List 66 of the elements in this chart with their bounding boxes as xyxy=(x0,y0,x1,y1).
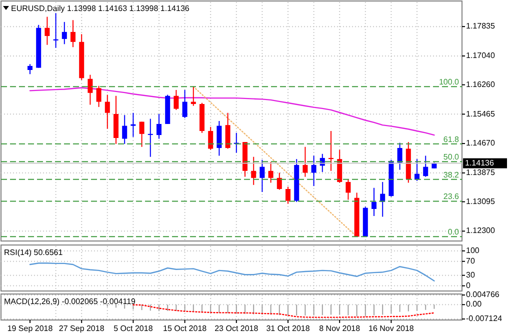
y-tick-label: 70 xyxy=(466,256,476,266)
y-tick-label: 1.15465 xyxy=(466,109,496,118)
x-tick-label: 31 Oct 2018 xyxy=(266,324,310,333)
candlestick xyxy=(62,21,67,45)
candlestick xyxy=(182,89,188,119)
text: 50.0 xyxy=(443,152,460,162)
y-tick-label: 1.14670 xyxy=(466,138,496,148)
candlestick xyxy=(251,156,256,186)
candlestick xyxy=(311,155,316,187)
line-series xyxy=(132,304,435,318)
chart-title: EURUSD,Daily 1.13998 1.14163 1.13998 1.14136 xyxy=(11,4,190,13)
candlestick xyxy=(423,155,428,178)
candlestick xyxy=(156,113,162,140)
x-tick-label: 8 Nov 2018 xyxy=(319,324,361,333)
y-tick-label: 1.16260 xyxy=(466,80,496,89)
text: 0.0 xyxy=(448,228,460,237)
y-tick-label: 1.17835 xyxy=(466,22,496,31)
candlestick xyxy=(174,89,179,110)
y-tick-label: 0.00 xyxy=(466,300,482,309)
y-tick-label: 0.004766 xyxy=(466,290,500,300)
chart-title: MACD(12,26,9) -0.002065 -0.004119 xyxy=(4,297,136,306)
y-tick-label: 0 xyxy=(466,280,471,290)
candlestick xyxy=(208,126,214,150)
text: 38.2 xyxy=(443,170,460,180)
x-tick-label: 15 Oct 2018 xyxy=(163,324,208,333)
candlestick xyxy=(397,142,402,170)
y-tick-label: 30 xyxy=(466,270,476,280)
candlestick xyxy=(302,146,308,178)
y-tick-label: 1.12300 xyxy=(466,226,496,236)
text: 61.8 xyxy=(443,134,460,144)
x-tick-label: 19 Sep 2018 xyxy=(7,324,54,333)
candlestick xyxy=(53,12,58,48)
y-tick-label: 100 xyxy=(466,246,480,255)
candlestick xyxy=(225,112,230,150)
candlestick xyxy=(70,20,76,48)
candlestick xyxy=(328,130,334,172)
chart-title: RSI(14) 50.6561 xyxy=(4,248,64,257)
candlestick xyxy=(96,85,102,108)
y-tick-label: -0.007124 xyxy=(466,314,503,324)
candlestick xyxy=(139,121,144,148)
candlestick xyxy=(268,162,274,184)
candlestick xyxy=(216,120,222,156)
candlestick xyxy=(286,186,290,204)
x-tick-label: 16 Nov 2018 xyxy=(368,324,414,333)
y-tick-label: 1.13875 xyxy=(466,168,496,178)
x-tick-label: 5 Oct 2018 xyxy=(114,324,154,333)
candlestick xyxy=(44,16,50,46)
y-tick-label: 1.13095 xyxy=(466,196,496,206)
candlestick xyxy=(372,187,376,216)
candlestick xyxy=(122,114,128,144)
x-tick-label: 23 Oct 2018 xyxy=(214,324,259,333)
candlestick xyxy=(130,112,136,138)
candlestick xyxy=(276,172,282,190)
x-tick-label: 27 Sep 2018 xyxy=(58,324,105,333)
candlestick xyxy=(190,86,196,106)
candlestick xyxy=(148,118,153,158)
text: 23.6 xyxy=(443,192,460,202)
candlestick xyxy=(260,159,265,192)
candlestick xyxy=(104,94,110,130)
ref-line-label: 1.14136 xyxy=(465,158,494,168)
candlestick xyxy=(346,178,351,200)
line-series xyxy=(29,262,435,282)
candlestick xyxy=(28,64,32,75)
y-tick-label: 1.17040 xyxy=(466,51,496,60)
candlestick xyxy=(88,74,93,106)
text: 100.0 xyxy=(438,78,460,87)
